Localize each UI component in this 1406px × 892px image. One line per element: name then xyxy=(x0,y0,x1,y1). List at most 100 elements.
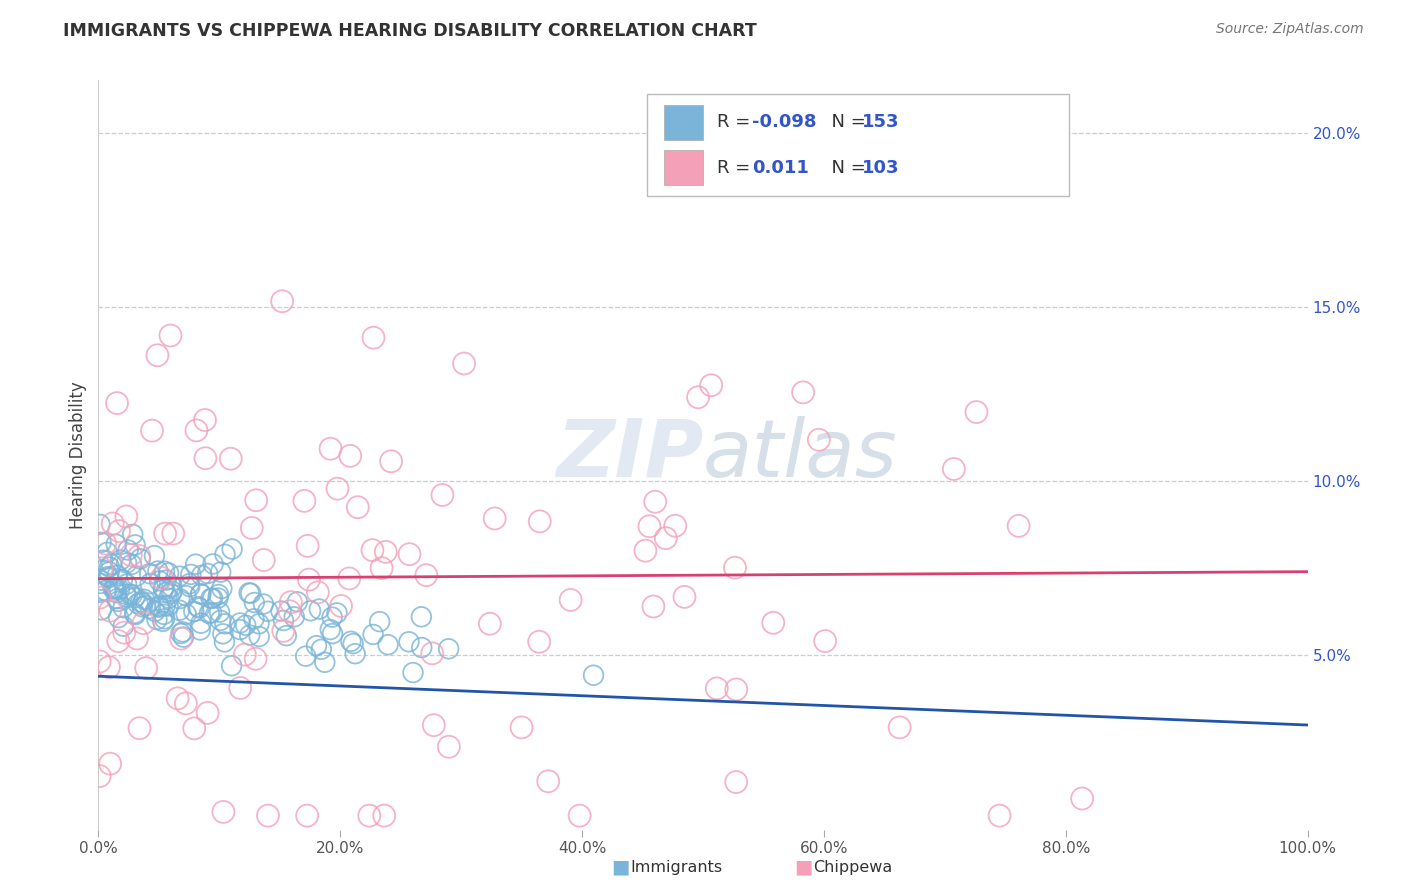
Point xyxy=(560,593,582,607)
Point xyxy=(121,527,143,541)
Point xyxy=(90,576,112,591)
Text: Chippewa: Chippewa xyxy=(813,860,891,874)
Point xyxy=(179,576,201,591)
Point xyxy=(148,574,170,588)
Point xyxy=(97,660,120,674)
Point xyxy=(527,634,550,648)
Point xyxy=(644,495,666,509)
Point xyxy=(280,595,302,609)
Point xyxy=(93,563,115,577)
Point xyxy=(190,568,212,582)
Point xyxy=(239,586,262,600)
Point xyxy=(214,547,236,561)
Point xyxy=(110,553,132,567)
Text: ■: ■ xyxy=(612,857,630,877)
Point xyxy=(183,604,205,618)
Point xyxy=(169,569,191,583)
Point xyxy=(128,721,150,735)
Point xyxy=(361,627,384,641)
Point xyxy=(170,626,193,640)
Point xyxy=(186,424,208,438)
Point xyxy=(115,556,138,570)
Text: Source: ZipAtlas.com: Source: ZipAtlas.com xyxy=(1216,22,1364,37)
Point xyxy=(319,623,342,637)
Point xyxy=(432,488,454,502)
Text: R =: R = xyxy=(717,113,756,131)
Point xyxy=(359,808,381,822)
Point xyxy=(253,553,276,567)
Point xyxy=(295,808,318,822)
Point xyxy=(1071,791,1094,805)
Point xyxy=(91,553,114,567)
Point xyxy=(90,603,112,617)
Point xyxy=(529,514,551,528)
Point xyxy=(270,604,292,618)
Text: ■: ■ xyxy=(794,857,813,877)
Point xyxy=(688,390,710,404)
Point xyxy=(200,606,222,620)
Point xyxy=(134,592,156,607)
Point xyxy=(807,433,830,447)
Point xyxy=(103,581,125,595)
Point xyxy=(111,573,134,587)
Point xyxy=(183,722,205,736)
Point xyxy=(107,634,129,648)
Point xyxy=(97,571,120,585)
Point xyxy=(94,536,117,550)
Point xyxy=(725,682,748,697)
Point xyxy=(252,597,274,611)
Point xyxy=(89,591,111,605)
Point xyxy=(330,599,353,613)
Point xyxy=(415,568,437,582)
Point xyxy=(278,604,301,618)
Point xyxy=(132,616,155,631)
Point xyxy=(337,571,360,585)
Point xyxy=(188,623,211,637)
Point xyxy=(108,524,131,538)
Point xyxy=(942,462,965,476)
Point xyxy=(157,591,180,606)
Point xyxy=(190,587,212,601)
Point xyxy=(643,599,665,614)
Point xyxy=(271,294,294,309)
Point xyxy=(437,641,460,656)
Point xyxy=(121,588,143,602)
Point xyxy=(98,604,121,618)
Point xyxy=(148,599,170,613)
Point xyxy=(107,594,129,608)
Point xyxy=(148,600,170,615)
Point xyxy=(321,610,343,624)
Point xyxy=(143,549,166,563)
Text: Immigrants: Immigrants xyxy=(630,860,723,874)
Point xyxy=(128,549,150,563)
Point xyxy=(162,526,184,541)
Point xyxy=(988,808,1011,822)
Point xyxy=(131,599,153,614)
Point xyxy=(398,547,420,561)
Point xyxy=(174,607,197,622)
Point xyxy=(346,500,368,515)
Point xyxy=(112,625,135,640)
Point xyxy=(437,739,460,754)
Point xyxy=(229,681,252,695)
Point xyxy=(129,595,152,609)
Text: N =: N = xyxy=(820,113,872,131)
Point xyxy=(152,582,174,597)
Point xyxy=(634,543,657,558)
Point xyxy=(207,588,229,602)
Point xyxy=(724,560,747,574)
Point xyxy=(238,586,260,600)
Point xyxy=(257,808,280,822)
Point xyxy=(287,595,309,609)
Point xyxy=(211,582,233,596)
Point xyxy=(114,587,136,601)
Point xyxy=(155,599,177,613)
Point xyxy=(207,591,229,605)
Point xyxy=(308,602,330,616)
Point xyxy=(377,638,399,652)
Point xyxy=(319,442,342,456)
Point xyxy=(117,543,139,558)
Point xyxy=(180,567,202,582)
Text: 0.011: 0.011 xyxy=(752,159,808,177)
Point xyxy=(294,494,316,508)
